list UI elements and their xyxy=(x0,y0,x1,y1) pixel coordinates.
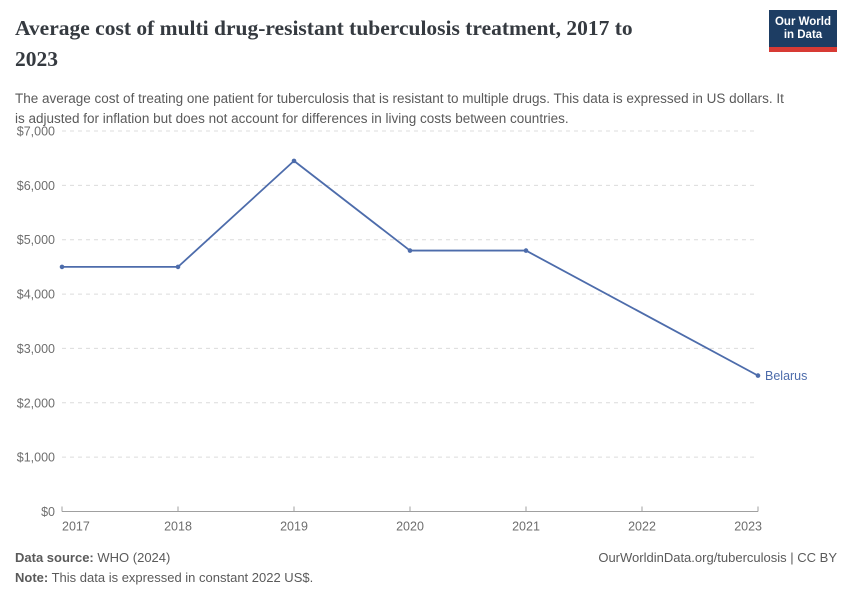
y-axis-tick-label: $3,000 xyxy=(17,342,55,356)
x-axis-tick-label: 2021 xyxy=(512,520,540,534)
y-axis-tick-label: $1,000 xyxy=(17,451,55,465)
data-source-line: Data source: WHO (2024) xyxy=(15,550,170,565)
x-axis-tick-label: 2022 xyxy=(628,520,656,534)
data-point xyxy=(175,264,181,270)
owid-logo-red-bar xyxy=(769,47,837,52)
note-value: This data is expressed in constant 2022 … xyxy=(51,570,314,585)
chart-subtitle: The average cost of treating one patient… xyxy=(15,91,784,126)
note-line: Note: This data is expressed in constant… xyxy=(15,570,313,585)
data-point xyxy=(59,264,65,270)
y-axis-tick-label: $7,000 xyxy=(17,125,55,139)
y-axis-tick-label: $6,000 xyxy=(17,179,55,193)
y-axis-tick-label: $2,000 xyxy=(17,396,55,410)
data-point xyxy=(755,373,761,378)
y-axis-tick-label: $4,000 xyxy=(17,288,55,302)
x-axis-tick-label: 2018 xyxy=(164,520,192,534)
owid-logo-text: Our World in Data xyxy=(769,10,837,47)
data-source-value: WHO (2024) xyxy=(97,550,171,565)
title-line-2: 2023 xyxy=(15,47,58,71)
owid-logo-line1: Our World xyxy=(774,16,831,28)
page-title: Average cost of multi drug-resistant tub… xyxy=(15,13,633,75)
owid-logo[interactable]: Our World in Data xyxy=(769,10,837,52)
data-point xyxy=(407,248,413,253)
note-label: Note: xyxy=(15,570,49,585)
x-axis-tick-label: 2023 xyxy=(734,520,762,534)
title-line-1: Average cost of multi drug-resistant tub… xyxy=(15,16,633,40)
x-axis-tick-label: 2017 xyxy=(62,520,90,534)
series-line-belarus xyxy=(61,159,759,377)
data-point xyxy=(523,248,529,253)
x-axis-tick-label: 2020 xyxy=(396,520,424,534)
x-axis-tick-label: 2019 xyxy=(280,520,308,534)
y-axis-tick-label: $5,000 xyxy=(17,233,55,247)
y-axis-tick-label: $0 xyxy=(41,505,55,519)
data-point xyxy=(291,158,297,164)
data-source-label: Data source: xyxy=(15,550,94,565)
license-link[interactable]: OurWorldinData.org/tuberculosis | CC BY xyxy=(598,550,837,565)
owid-logo-line2: in Data xyxy=(783,29,823,41)
series-end-label[interactable]: Belarus xyxy=(765,369,807,383)
